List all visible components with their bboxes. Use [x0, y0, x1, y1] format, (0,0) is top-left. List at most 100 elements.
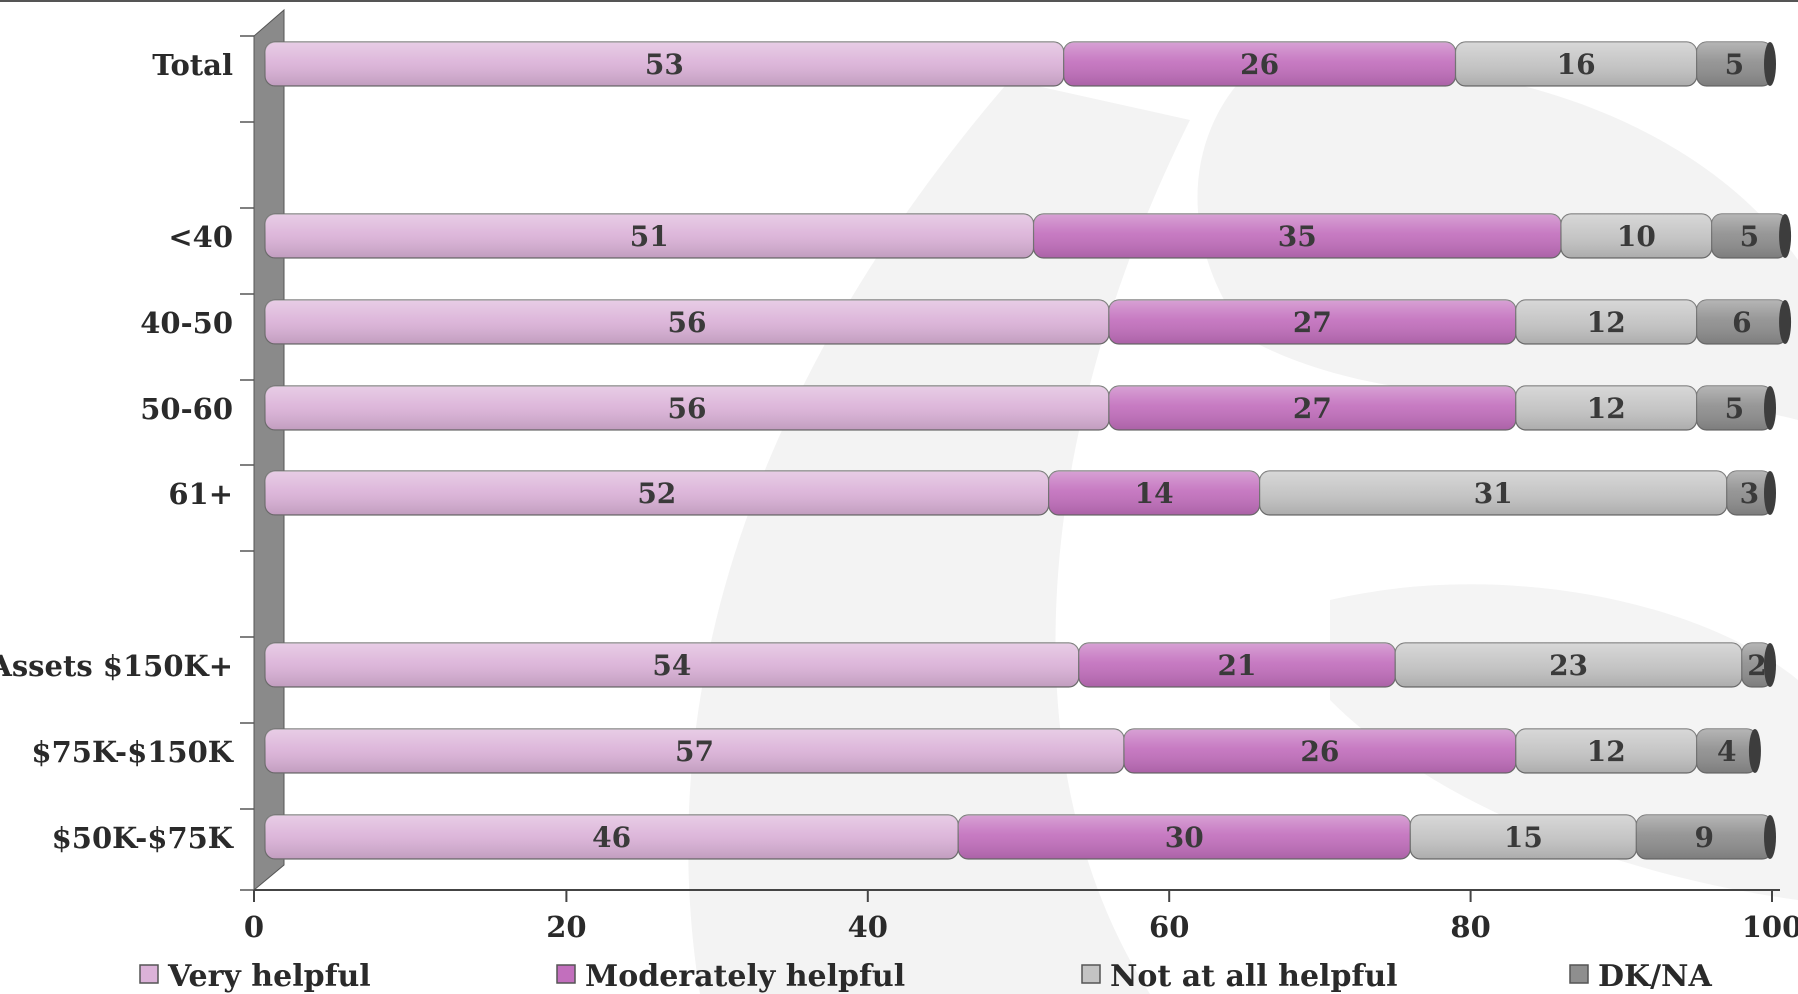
data-label: 27: [1293, 306, 1332, 339]
legend-label: DK/NA: [1598, 959, 1712, 994]
legend-swatch: [1569, 964, 1589, 984]
bar-segment-shading: [1455, 42, 1697, 86]
data-label: 5: [1725, 392, 1744, 425]
bars-group: 53 26 16 551 35 10 556 27 12 656 27 12 552 14 31 354 21 2…: [264, 41, 1792, 860]
bar-segment-shading: [1696, 386, 1772, 430]
data-label: 53: [645, 48, 684, 81]
bar-end-cap: [1764, 386, 1776, 430]
category-labels: Total <40 40-50 50-60 61+ Assets $150K+ $75K-$…: [0, 48, 235, 855]
bar-end-cap: [1764, 815, 1776, 859]
bar-segment-shading: [265, 386, 1109, 430]
bar-segment-shading: [1048, 471, 1260, 515]
bar-segment-shading: [1636, 815, 1772, 859]
bar-segment-shading: [265, 815, 959, 859]
data-label: 51: [630, 220, 669, 253]
x-tick-label: 100: [1742, 910, 1798, 944]
x-tick-label: 20: [546, 910, 586, 944]
bar-segment-shading: [1108, 386, 1516, 430]
bar-segment-shading: [1561, 214, 1712, 258]
data-label: 21: [1218, 649, 1257, 682]
bar-end-cap: [1764, 471, 1776, 515]
legend-label: Not at all helpful: [1110, 959, 1398, 994]
bar-segment-shading: [1078, 643, 1396, 687]
bar-segment-shading: [1033, 214, 1562, 258]
data-label: 12: [1587, 306, 1626, 339]
bar-segment-shading: [1395, 643, 1742, 687]
bar-segment-shading: [1515, 729, 1697, 773]
data-label: 9: [1694, 821, 1713, 854]
x-tick-label: 0: [244, 910, 264, 944]
bar-segment-shading: [265, 214, 1034, 258]
bar-end-cap: [1779, 300, 1792, 344]
data-label: 54: [652, 649, 691, 682]
data-label: 5: [1740, 220, 1759, 253]
category-label: Assets $150K+: [0, 649, 233, 683]
category-label: 40-50: [140, 306, 233, 340]
bar-end-cap: [1764, 42, 1776, 86]
bar-segment-shading: [1108, 300, 1516, 344]
data-label: 23: [1549, 649, 1588, 682]
bar-end-cap: [1748, 729, 1761, 773]
legend-swatch: [556, 964, 576, 984]
bar-segment-shading: [1726, 471, 1772, 515]
bar-segment-shading: [1259, 471, 1727, 515]
bar-segment-shading: [1515, 300, 1697, 344]
data-label: 10: [1617, 220, 1656, 253]
x-tick-label: 60: [1149, 910, 1189, 944]
legend-label: Moderately helpful: [585, 959, 905, 994]
data-label: 56: [667, 306, 706, 339]
bar-segment-shading: [1696, 729, 1757, 773]
data-label: 52: [637, 477, 676, 510]
data-label: 16: [1557, 48, 1596, 81]
x-tick-label: 80: [1450, 910, 1490, 944]
bar-segment-shading: [1063, 42, 1456, 86]
bar-segment-shading: [1741, 643, 1772, 687]
data-label: 3: [1740, 477, 1759, 510]
data-label: 15: [1504, 821, 1543, 854]
data-label: 30: [1165, 821, 1204, 854]
bar-segment-shading: [1696, 300, 1788, 344]
category-axis: [240, 35, 254, 891]
data-label: 27: [1293, 392, 1332, 425]
data-label: 6: [1732, 306, 1751, 339]
data-label: 2: [1747, 649, 1766, 682]
bar-segment-shading: [1123, 729, 1516, 773]
data-label: 14: [1135, 477, 1174, 510]
data-label: 46: [592, 821, 631, 854]
data-label: 35: [1278, 220, 1317, 253]
legend-label: Very helpful: [167, 959, 371, 994]
bar-end-cap: [1764, 643, 1776, 687]
bar-segment-shading: [265, 643, 1079, 687]
x-tick-label: 40: [848, 910, 888, 944]
bar-segment-shading: [1410, 815, 1637, 859]
data-label: 12: [1587, 735, 1626, 768]
data-label: 57: [675, 735, 714, 768]
data-label: 26: [1300, 735, 1339, 768]
category-label: $50K-$75K: [52, 821, 235, 855]
data-label: 56: [667, 392, 706, 425]
value-axis: 0 20 40 60 80 100: [244, 889, 1798, 944]
legend: Very helpful Moderately helpful Not at all…: [139, 959, 1712, 994]
data-label: 4: [1717, 735, 1736, 768]
bar-segment-shading: [265, 729, 1124, 773]
category-label: <40: [168, 220, 233, 254]
bar-segment-shading: [265, 300, 1109, 344]
bar-segment-shading: [265, 42, 1064, 86]
bar-segment-shading: [958, 815, 1411, 859]
bar-segment-shading: [265, 471, 1049, 515]
bar-segment-shading: [1696, 42, 1772, 86]
data-label: 5: [1725, 48, 1744, 81]
category-label: Total: [152, 48, 233, 82]
category-label: 50-60: [140, 392, 233, 426]
data-label: 26: [1240, 48, 1279, 81]
bar-segment-shading: [1515, 386, 1697, 430]
data-label: 31: [1474, 477, 1513, 510]
data-label: 12: [1587, 392, 1626, 425]
bar-segment-shading: [1711, 214, 1788, 258]
bar-end-cap: [1779, 214, 1792, 258]
category-label: $75K-$150K: [31, 735, 234, 769]
legend-swatch: [139, 964, 159, 984]
category-label: 61+: [168, 477, 233, 511]
legend-swatch: [1081, 964, 1101, 984]
